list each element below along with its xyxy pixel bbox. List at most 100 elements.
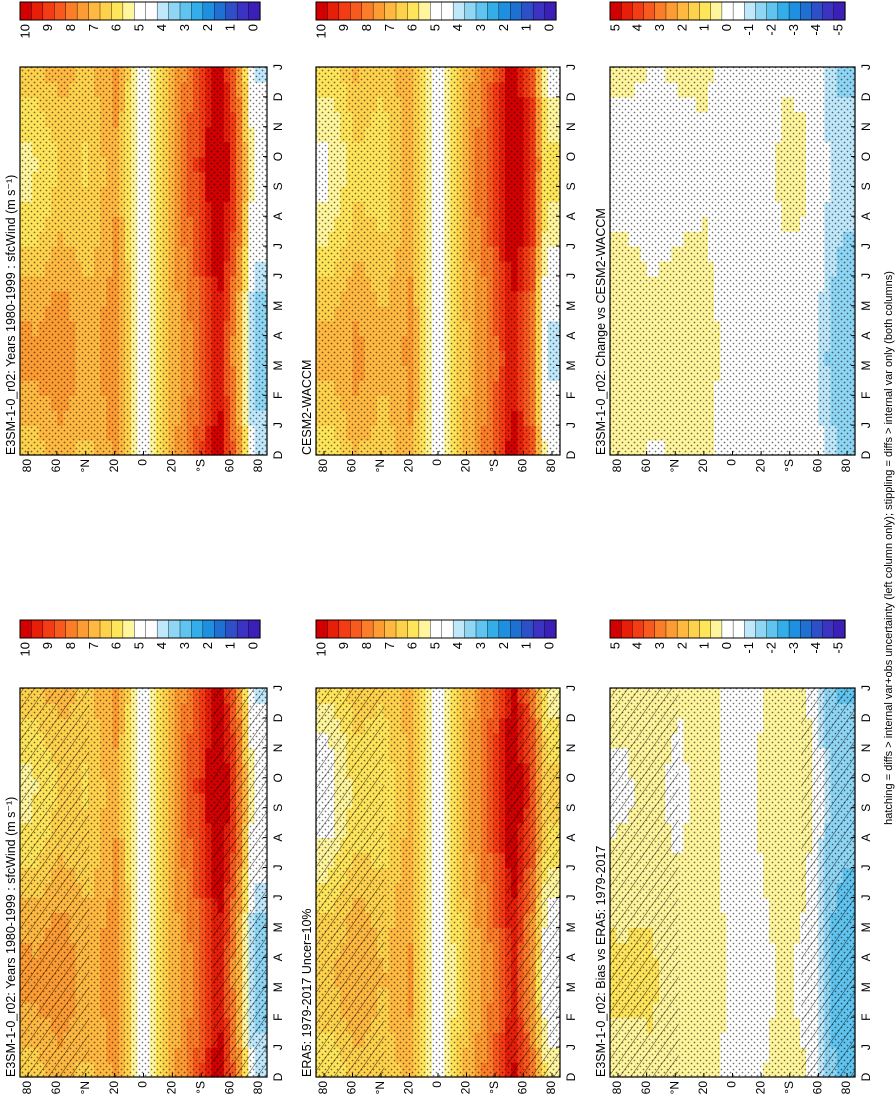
colorbar-swatch [315,619,329,639]
colorbar-swatch [236,1,250,21]
colorbar-label: 0 [541,642,556,649]
lat-tick-label: 80 [20,1081,34,1095]
colorbar-swatch [372,1,386,21]
colorbar-frame [19,1,261,21]
colorbar-swatch [521,1,534,21]
colorbar-swatch [407,619,420,639]
colorbar-swatch [76,1,90,21]
colorbar: 10 9 8 7 6 5 4 3 2 1 0 [313,1,557,38]
colorbar-swatch [464,1,477,21]
colorbar-swatch [179,619,193,639]
colorbar: 10 9 8 7 6 5 4 3 2 1 0 [313,619,557,656]
lat-tick-label: 20 [459,1081,473,1095]
colorbar-label: 5 [131,642,146,649]
colorbar-label: 4 [154,642,169,649]
colorbar-label: 3 [473,642,488,649]
month-tick-label: D [564,92,578,101]
colorbar-label: 3 [473,24,488,31]
colorbar-swatch [31,1,44,21]
month-tick-label: J [564,894,578,900]
colorbar-swatch [544,1,557,21]
colorbar-swatch [111,1,124,21]
colorbar-swatch [407,1,420,21]
colorbar-swatch [191,619,204,639]
colorbar-swatch [464,619,477,639]
colorbar-label: 4 [154,24,169,31]
lat-tick-label: 20 [402,459,416,473]
colorbar-swatch [350,619,363,639]
colorbar-frame [19,619,261,639]
colorbar-swatch [315,1,329,21]
stippling-overlay [316,67,560,455]
lat-tick-label: 0 [136,459,150,466]
lat-tick-label: °S [193,459,207,472]
colorbar-swatch [214,1,227,21]
colorbar-frame [315,619,557,639]
month-tick-label: M [564,360,578,370]
panel-title: E3SM-1-0_r02: Years 1980-1999 : sfcWind … [4,175,18,455]
colorbar-swatch [384,619,397,639]
colorbar-label: 6 [405,24,420,31]
month-tick-label: A [564,834,578,842]
month-tick-label: D [271,92,285,101]
colorbar-label: 9 [336,642,351,649]
colorbar-label: 5 [427,24,442,31]
month-tick-label: M [271,982,285,992]
colorbar-label: 6 [405,642,420,649]
colorbar-label: 7 [382,24,397,31]
month-tick-label: A [271,332,285,340]
panel-title: E3SM-1-0_r02: Years 1980-1999 : sfcWind … [4,797,18,1077]
colorbar-swatch [510,1,523,21]
colorbar-label: 1 [223,642,238,649]
month-tick-label: O [271,773,285,782]
colorbar-swatch [99,619,113,639]
lat-tick-label: 60 [516,459,530,473]
colorbar-swatch [338,619,351,639]
lat-tick-label: 80 [544,459,558,473]
colorbar-swatch [487,619,500,639]
month-tick-label: M [271,922,285,932]
colorbar-swatch [42,619,55,639]
colorbar-swatch [99,1,113,21]
lat-tick-label: 60 [49,1081,63,1095]
lat-tick-label: 60 [345,459,359,473]
colorbar-swatch [327,1,340,21]
colorbar-swatch [202,619,215,639]
colorbar-swatch [156,1,170,21]
colorbar-label: 8 [63,24,78,31]
colorbar-label: 4 [450,24,465,31]
colorbar-swatch [134,619,147,639]
colorbar-swatch [145,1,158,21]
colorbar-label: 9 [40,642,55,649]
colorbar-label: 1 [223,24,238,31]
month-tick-label: J [271,1044,285,1050]
colorbar-label: 6 [109,24,124,31]
month-tick-label: J [271,243,285,249]
colorbar-swatch [475,1,489,21]
colorbar-swatch [122,1,135,21]
month-tick-label: J [564,685,578,691]
colorbar-swatch [384,1,397,21]
colorbar-swatch [19,619,33,639]
colorbar-swatch [65,1,78,21]
month-tick-label: O [271,152,285,161]
colorbar-swatch [452,1,466,21]
colorbar-swatch [475,619,489,639]
colorbar-swatch [54,1,67,21]
lat-tick-label: 0 [430,1081,444,1088]
colorbar-label: 5 [427,642,442,649]
colorbar-swatch [498,619,511,639]
colorbar-label: 7 [382,642,397,649]
colorbar-swatch [88,1,101,21]
colorbar-label: 8 [359,24,374,31]
colorbar-label: 7 [86,24,101,31]
colorbar-swatch [532,1,546,21]
lat-tick-label: °N [373,459,387,472]
lat-tick-label: 20 [165,459,179,473]
colorbar-swatch [418,619,431,639]
